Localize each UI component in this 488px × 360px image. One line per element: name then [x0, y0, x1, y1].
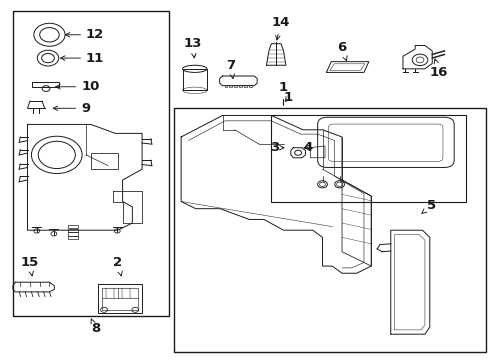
Bar — [98, 284, 142, 313]
Text: 8: 8 — [91, 319, 100, 335]
Text: 12: 12 — [65, 28, 104, 41]
Bar — [13, 12, 168, 316]
Text: 11: 11 — [61, 51, 104, 64]
Bar — [182, 69, 206, 90]
Text: 10: 10 — [56, 80, 100, 93]
Bar — [229, 85, 232, 87]
Text: 13: 13 — [183, 37, 202, 58]
Text: 5: 5 — [421, 199, 436, 213]
Bar — [224, 85, 227, 87]
Text: 7: 7 — [225, 59, 235, 78]
Bar — [68, 229, 78, 232]
Bar — [68, 236, 78, 239]
Text: 1: 1 — [278, 81, 287, 105]
Text: 14: 14 — [271, 16, 289, 40]
Bar — [68, 225, 78, 228]
Text: 6: 6 — [336, 41, 346, 61]
Text: 1: 1 — [283, 91, 292, 104]
Bar — [248, 85, 251, 87]
Text: 2: 2 — [113, 256, 122, 276]
Text: 3: 3 — [270, 141, 284, 154]
Bar — [239, 85, 242, 87]
Text: 4: 4 — [303, 141, 312, 154]
Bar — [271, 116, 466, 202]
Text: 16: 16 — [429, 59, 447, 79]
Bar — [91, 153, 118, 169]
Text: 15: 15 — [20, 256, 39, 276]
Bar — [173, 108, 485, 352]
Bar — [68, 232, 78, 235]
Text: 9: 9 — [53, 102, 90, 115]
Bar — [102, 288, 138, 310]
Bar — [244, 85, 246, 87]
Bar — [234, 85, 237, 87]
